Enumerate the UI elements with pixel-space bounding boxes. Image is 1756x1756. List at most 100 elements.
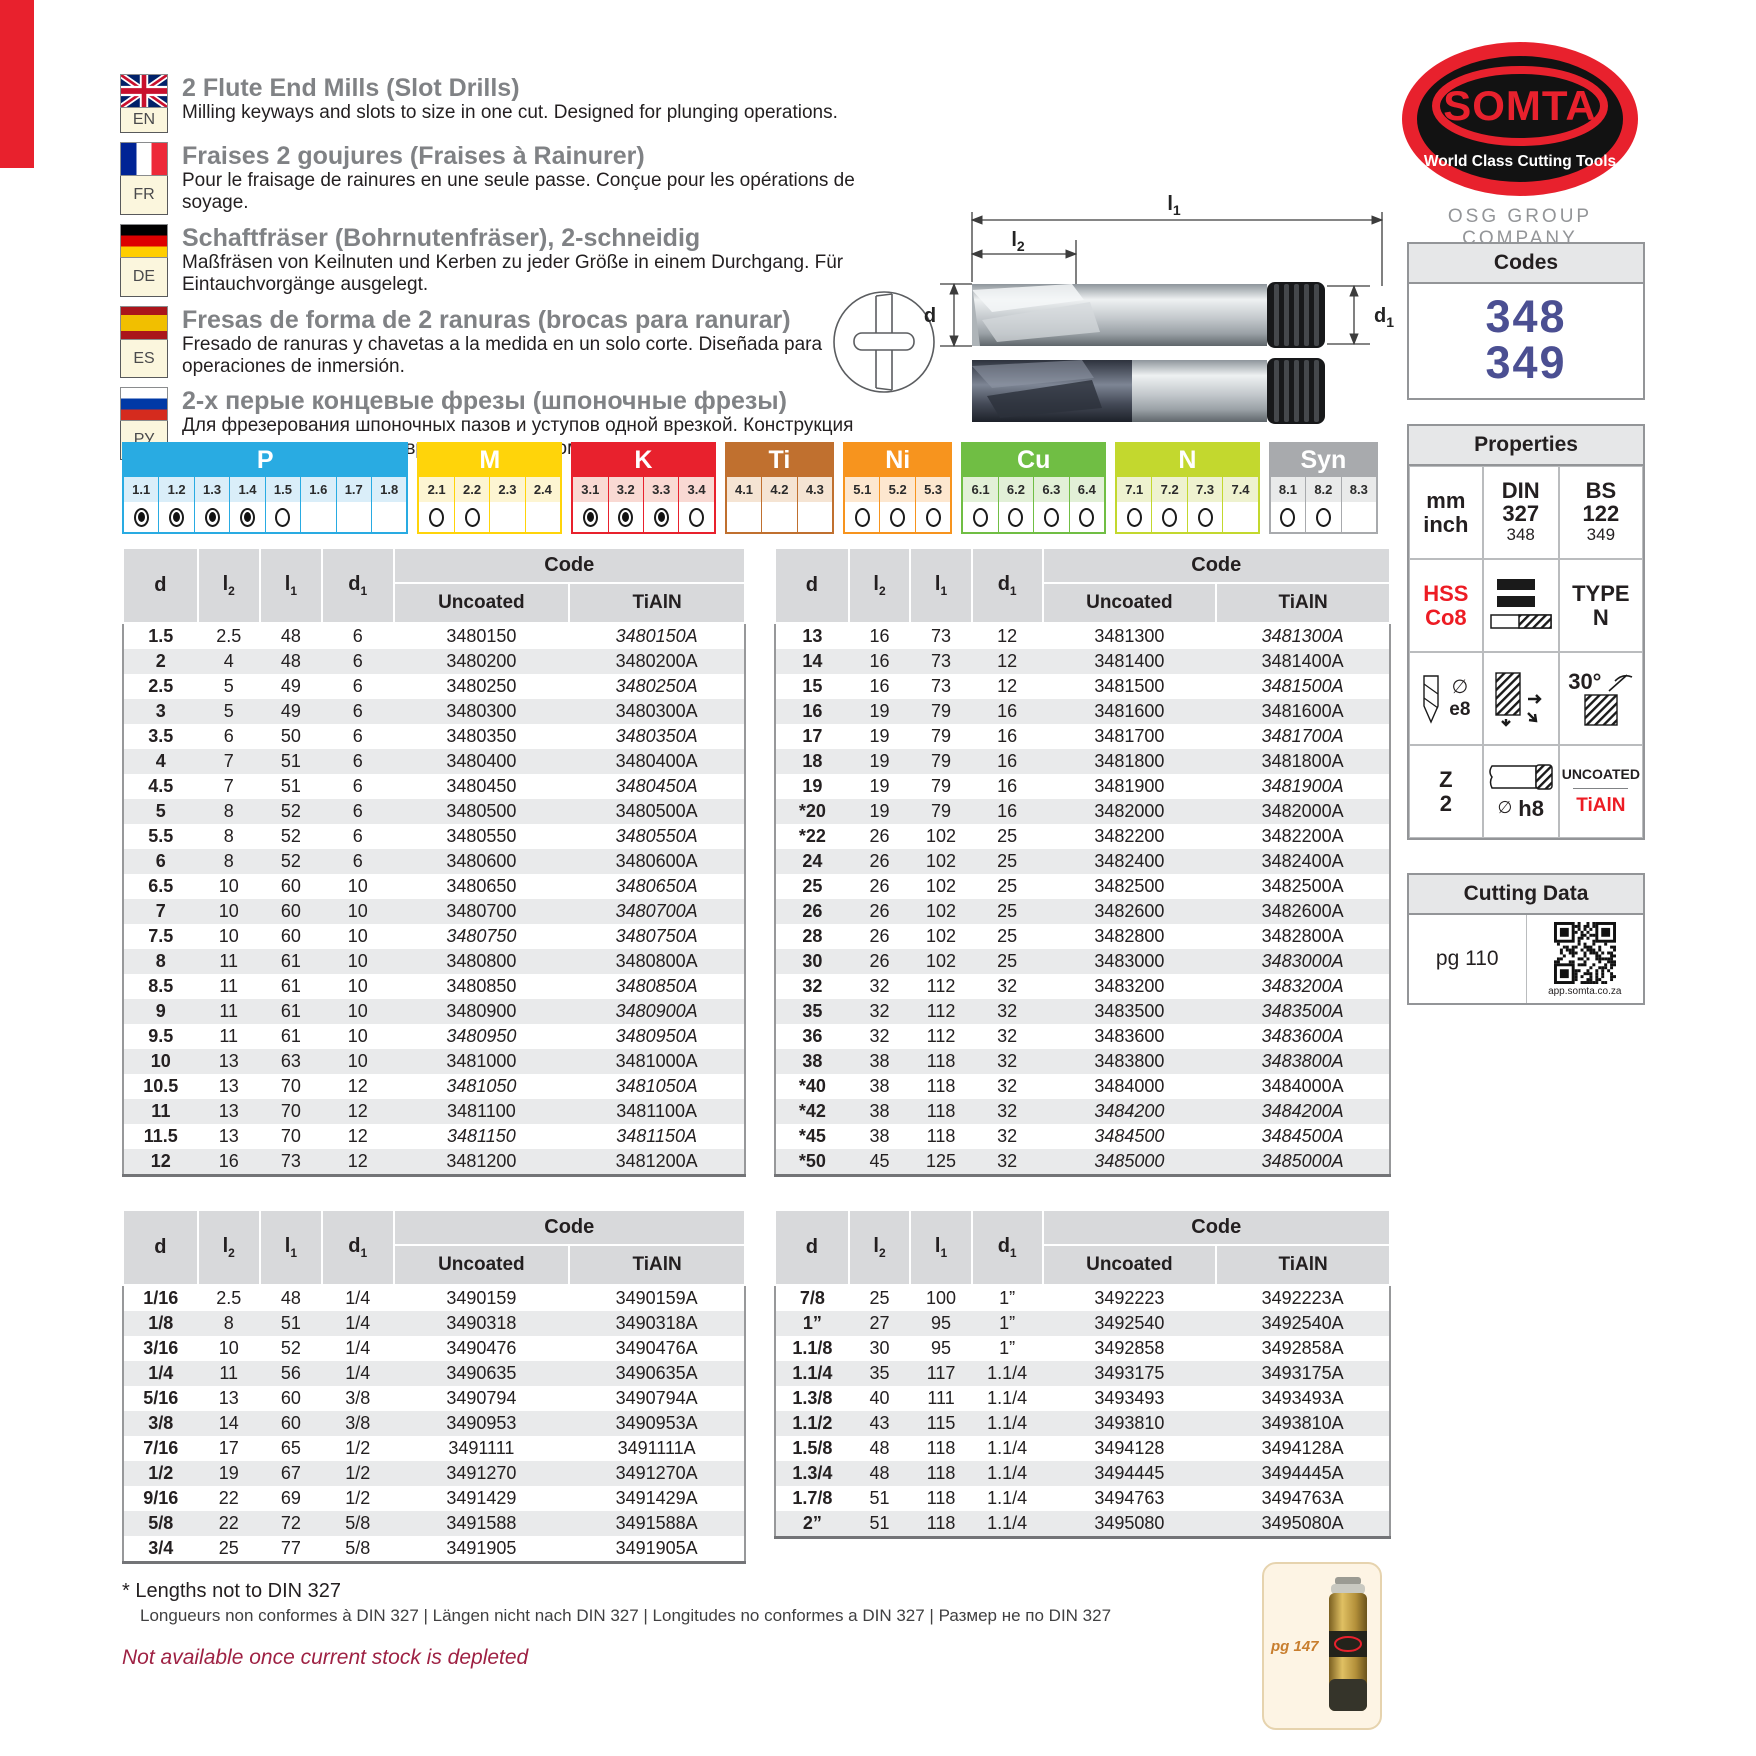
col-header-uncoated: Uncoated: [1041, 582, 1218, 624]
cell-code-uncoated: 3480300: [446, 701, 517, 721]
material-cells: 1.1 1.2 1.3 1.4 1.5 1.6 1.7 1.8: [124, 477, 407, 532]
cell-code-tialn: 3481900A: [1261, 776, 1344, 796]
cell-d1: 10: [347, 1026, 368, 1046]
table-row: 1/16 2.5 48 1/4 3490159 3490159A: [123, 1285, 745, 1311]
cell-code-uncoated: 3480400: [446, 751, 517, 771]
table-row: *50 45 125 32 3485000 3485000A: [775, 1149, 1390, 1176]
property-cut-directions: [1482, 652, 1559, 745]
table-row: 3.5 6 50 6 3480350 3480350A: [123, 724, 745, 749]
cell-d1: 1/4: [345, 1288, 371, 1308]
table-row: 14 16 73 12 3481400 3481400A: [775, 649, 1390, 674]
codes-box: Codes 348 349: [1407, 242, 1645, 400]
table-row: 8.5 11 61 10 3480850 3480850A: [123, 974, 745, 999]
radio-unselected-icon: [1079, 507, 1095, 527]
material-cells: 5.1 5.2 5.3: [845, 477, 951, 532]
cell-l2: 38: [869, 1076, 890, 1096]
cell-l2: 8: [223, 1313, 234, 1333]
dim-d1: [1327, 284, 1370, 346]
cell-code-tialn: 3482800A: [1261, 926, 1344, 946]
table-row: 5.5 8 52 6 3480550 3480550A: [123, 824, 745, 849]
cell-code-tialn: 3491429A: [615, 1488, 698, 1508]
materials-chart: P 1.1 1.2 1.3 1.4 1.5 1.6 1.7 1.8 M 2.1 2.2 2.3 2.4 K 3…: [122, 442, 1378, 534]
table-row: 35 32 112 32 3483500 3483500A: [775, 999, 1390, 1024]
table-row: 2.5 5 49 6 3480250 3480250A: [123, 674, 745, 699]
cell-code-uncoated: 3485000: [1094, 1151, 1165, 1171]
cell-l2: 11: [219, 1001, 239, 1021]
footnote-discontinued: Not available once current stock is depl…: [122, 1646, 529, 1669]
cell-d1: 32: [997, 1126, 1018, 1146]
cell-l1: 118: [926, 1051, 956, 1071]
material-applicability: [1069, 502, 1105, 532]
cell-code-tialn: 3493810A: [1261, 1413, 1344, 1433]
uk-flag-icon: [120, 74, 168, 108]
material-applicability: [490, 502, 525, 532]
cell-d: 8: [155, 951, 166, 971]
material-applicability: [1117, 502, 1152, 532]
cell-d1: 32: [997, 1001, 1018, 1021]
cell-d1: 1.1/4: [987, 1463, 1028, 1483]
material-applicability: [1270, 502, 1306, 532]
cell-l1: 95: [931, 1313, 952, 1333]
cell-code-uncoated: 3480600: [446, 851, 517, 871]
cell-l1: 112: [926, 1026, 956, 1046]
cell-l2: 25: [218, 1538, 239, 1558]
cell-code-uncoated: 3481800: [1094, 751, 1165, 771]
cell-d1: 32: [997, 1076, 1018, 1096]
col-header-l1: l1: [909, 547, 973, 624]
cell-code-tialn: 3480550A: [615, 826, 698, 846]
col-header-l1: l1: [258, 547, 324, 624]
material-cell: 1.1: [124, 477, 159, 532]
cell-code-tialn: 3491111A: [617, 1438, 696, 1458]
cutting-data-box: Cutting Data pg 110 app.somta.co.za: [1407, 873, 1645, 1005]
cell-l1: 60: [280, 926, 301, 946]
cell-l1: 111: [927, 1388, 955, 1408]
material-cell: 5.3: [914, 477, 951, 532]
cell-code-uncoated: 3494445: [1094, 1463, 1165, 1483]
cell-d: 14: [802, 651, 823, 671]
co8-label: Co8: [1425, 604, 1467, 630]
material-grade-label: 7.3: [1187, 477, 1223, 502]
language-text: Schaftfräser (Bohrnutenfräser), 2-schnei…: [182, 224, 865, 297]
table-row: 7/16 17 65 1/2 3491111 3491111A: [123, 1436, 745, 1461]
cell-code-uncoated: 3491588: [446, 1513, 517, 1533]
cell-l1: 79: [931, 701, 952, 721]
cell-d1: 16: [997, 751, 1018, 771]
cell-l1: 49: [280, 676, 301, 696]
material-grade-label: 7.1: [1117, 477, 1152, 502]
material-group-cu: Cu 6.1 6.2 6.3 6.4: [961, 442, 1107, 534]
material-cell: 3.4: [678, 477, 714, 532]
material-cell: 6.3: [1033, 477, 1069, 532]
cell-d1: 32: [997, 976, 1018, 996]
material-applicability: [963, 502, 998, 532]
cell-code-uncoated: 3483500: [1094, 1001, 1165, 1021]
cell-l1: 48: [280, 1288, 301, 1308]
flag-column: DE: [120, 223, 168, 297]
material-grade-label: 1.4: [230, 477, 265, 502]
cell-l1: 65: [280, 1438, 301, 1458]
col-header-d1: d1: [321, 547, 395, 624]
cell-l2: 48: [869, 1438, 890, 1458]
cell-l2: 17: [218, 1438, 239, 1458]
cell-l2: 11: [219, 976, 239, 996]
cell-d: 4.5: [148, 776, 174, 796]
cell-code-uncoated: 3481100: [447, 1101, 516, 1121]
table-row: 3 5 49 6 3480300 3480300A: [123, 699, 745, 724]
cell-d: 7: [155, 901, 166, 921]
cell-code-tialn: 3483600A: [1261, 1026, 1344, 1046]
material-grade-label: 6.2: [998, 477, 1034, 502]
cell-l1: 52: [280, 826, 301, 846]
cell-l2: 51: [869, 1488, 890, 1508]
qr-code: [1553, 921, 1616, 984]
cell-d1: 5/8: [345, 1513, 371, 1533]
cell-d1: 32: [997, 1101, 1018, 1121]
material-applicability: [573, 502, 608, 532]
material-grade-label: 3.3: [643, 477, 679, 502]
cell-d: 10.5: [143, 1076, 179, 1096]
material-applicability: [454, 502, 490, 532]
cell-code-uncoated: 3482600: [1094, 901, 1165, 921]
radio-selected-icon: [618, 507, 634, 527]
table-row: 36 32 112 32 3483600 3483600A: [775, 1024, 1390, 1049]
cell-d: 3.5: [148, 726, 174, 746]
cell-code-uncoated: 3480200: [446, 651, 517, 671]
table-row: 1/4 11 56 1/4 3490635 3490635A: [123, 1361, 745, 1386]
